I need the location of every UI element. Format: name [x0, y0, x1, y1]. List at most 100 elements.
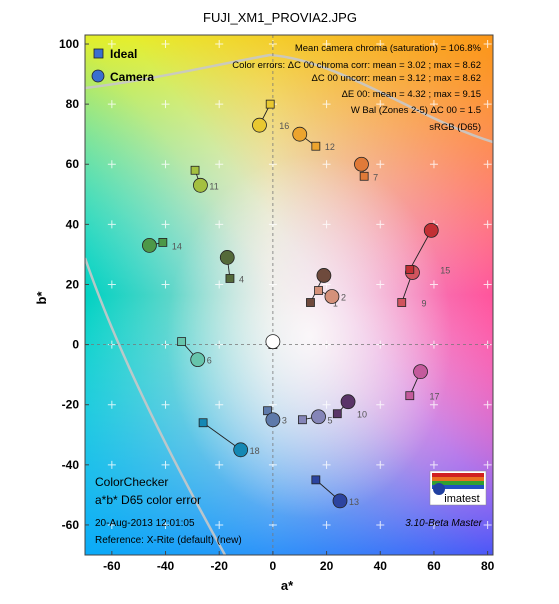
grid-mark: [215, 220, 224, 229]
legend-ideal-marker: [93, 48, 104, 59]
footer-info: ColorChecker a*b* D65 color error 20-Aug…: [95, 475, 483, 546]
camera-marker-13: [332, 493, 348, 509]
x-tick-label: 80: [481, 559, 495, 573]
y-tick-labels: -60 -40 -20 0 20 40 60 80 100: [59, 37, 89, 532]
grid-mark: [429, 460, 438, 469]
grid-mark: [429, 100, 438, 109]
grid-mark: [322, 160, 331, 169]
grid-mark: [161, 160, 170, 169]
grid-mark: [161, 460, 170, 469]
y-tick-label: 100: [59, 37, 79, 51]
grid-mark: [376, 220, 385, 229]
y-tick-label: 0: [72, 338, 79, 352]
camera-marker-1: [316, 268, 332, 283]
grid-mark: [376, 100, 385, 109]
grid-mark: [483, 520, 492, 529]
grid-mark: [483, 100, 492, 109]
camera-marker-14: [142, 238, 157, 253]
patch-label-4: 4: [239, 274, 244, 284]
grid-mark: [107, 220, 116, 229]
camera-marker-4: [219, 250, 235, 265]
x-tick-label: -60: [103, 559, 121, 573]
ideal-marker-6: [177, 337, 187, 346]
ideal-marker-1: [306, 298, 315, 307]
ideal-marker-2: [314, 286, 323, 295]
patch-label-11: 11: [209, 181, 218, 191]
y-tick-label: -20: [62, 398, 80, 412]
camera-marker-19-24: [265, 334, 281, 349]
x-tick-label: -40: [157, 559, 175, 573]
ideal-marker-16: [265, 99, 275, 109]
plot-background: [85, 35, 493, 555]
camera-marker-11: [193, 177, 208, 193]
footer-title: ColorChecker: [95, 475, 168, 489]
grid-mark: [161, 100, 170, 109]
ideal-marker-15: [405, 265, 415, 274]
patch-label-16: 16: [279, 121, 289, 131]
patch-label-9: 9: [421, 299, 426, 309]
grid-mark: [161, 40, 170, 49]
error-vector-15: [409, 230, 432, 270]
grid-mark: [161, 220, 170, 229]
ideal-marker-7: [359, 171, 369, 181]
grid-mark: [322, 520, 331, 529]
grid-mark: [483, 280, 492, 289]
grid-mark: [429, 160, 438, 169]
stat-line: W Bal (Zones 2-5) ΔC 00 = 1.5: [351, 105, 481, 116]
patch-label-15: 15: [440, 265, 450, 275]
grid-mark: [161, 520, 170, 529]
patch-label-10: 10: [357, 410, 367, 420]
x-tick-label: 0: [270, 559, 277, 573]
stat-line: ΔE 00: mean = 4.32 ; max = 9.15: [342, 89, 481, 100]
x-axis-label: a*: [281, 578, 294, 593]
ideal-marker-4: [225, 274, 235, 283]
grid-mark: [107, 400, 116, 409]
patch-label-12: 12: [325, 142, 335, 152]
grid-mark: [107, 280, 116, 289]
grid-mark: [215, 40, 224, 49]
grid-mark: [322, 40, 331, 49]
grid-mark: [215, 400, 224, 409]
y-tick-label: -60: [62, 518, 80, 532]
grid-mark: [376, 520, 385, 529]
grid-mark: [107, 40, 116, 49]
legend-camera-marker: [91, 69, 105, 83]
camera-marker-3: [265, 412, 281, 428]
footer-timestamp: 20-Aug-2013 12:01:05: [95, 518, 195, 529]
ideal-marker-13: [311, 475, 321, 485]
camera-marker-18: [233, 442, 249, 458]
grid-mark: [483, 220, 492, 229]
camera-marker-16: [252, 117, 267, 133]
grid-mark: [322, 460, 331, 469]
y-tick-label: 60: [66, 157, 80, 171]
ideal-marker-12: [311, 141, 321, 151]
ideal-marker-11: [190, 165, 200, 175]
grid-mark: [429, 40, 438, 49]
patch-label-13: 13: [349, 497, 359, 507]
grid-mark: [107, 160, 116, 169]
grid-mark: [429, 520, 438, 529]
patch-label-5: 5: [328, 416, 333, 426]
ideal-marker-10: [332, 409, 342, 419]
grid-mark: [215, 100, 224, 109]
stat-line: ΔC 00 uncorr: mean = 3.12 ; max = 8.62: [311, 73, 481, 84]
patch-label-14: 14: [172, 241, 182, 251]
imatest-logo: imatest: [429, 470, 487, 506]
stat-line: Mean camera chroma (saturation) = 106.8%: [295, 43, 482, 54]
x-tick-label: 40: [374, 559, 388, 573]
patch-label-3: 3: [282, 416, 287, 426]
grid-mark: [322, 220, 331, 229]
grid-mark: [376, 40, 385, 49]
ideal-marker-9: [397, 298, 407, 307]
y-tick-label: 40: [66, 217, 80, 231]
y-tick-label: -40: [62, 458, 80, 472]
grid-mark: [215, 520, 224, 529]
footer-subtitle: a*b* D65 color error: [95, 493, 201, 507]
camera-marker-7: [354, 156, 369, 172]
stat-line: Color errors: ΔC 00 chroma corr: mean = …: [232, 60, 481, 71]
ideal-marker-17: [405, 391, 415, 401]
grid: [85, 35, 493, 555]
patch-label-1: 1: [333, 299, 338, 309]
